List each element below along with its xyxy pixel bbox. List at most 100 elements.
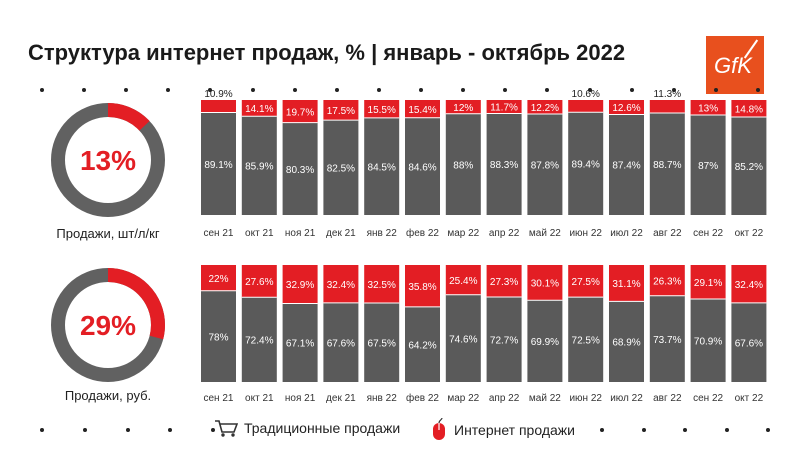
bar-label-internet: 13% — [698, 103, 718, 114]
dot-divider-top — [40, 88, 760, 92]
bar-label-internet: 12% — [453, 103, 473, 114]
bar-label-internet: 10.9% — [204, 89, 232, 100]
bar-label-internet: 32.9% — [286, 280, 314, 291]
x-tick-label: мар 22 — [447, 228, 479, 239]
bar-label-traditional: 67.6% — [735, 338, 763, 349]
bar-label-traditional: 87% — [698, 161, 718, 172]
x-tick-label: янв 22 — [367, 228, 398, 239]
bar-label-traditional: 89.1% — [204, 160, 232, 171]
bar-traditional — [201, 112, 236, 215]
x-tick-label: июл 22 — [610, 393, 643, 404]
x-tick-label: сен 22 — [693, 228, 723, 239]
bar-traditional — [282, 303, 318, 382]
divider-dot — [756, 88, 760, 92]
bar-label-traditional: 67.6% — [327, 338, 355, 349]
bar-label-internet: 30.1% — [531, 279, 559, 290]
bar-label-traditional: 67.5% — [368, 339, 396, 350]
bar-internet — [282, 265, 318, 304]
bar-traditional — [201, 290, 236, 382]
legend-internet: Интернет продажи — [430, 418, 575, 442]
bar-label-traditional: 85.9% — [245, 162, 273, 173]
bar-label-traditional: 87.4% — [612, 161, 640, 172]
bar-traditional — [323, 302, 359, 382]
x-tick-label: сен 21 — [204, 228, 234, 239]
bar-traditional — [241, 297, 277, 382]
bar-traditional — [568, 112, 604, 215]
x-tick-label: сен 21 — [204, 393, 234, 404]
bar-label-traditional: 69.9% — [531, 337, 559, 348]
dot-divider-bottom-right — [600, 428, 770, 432]
divider-dot — [419, 88, 424, 92]
x-tick-label: апр 22 — [489, 228, 520, 239]
bar-traditional — [731, 117, 767, 215]
divider-dot — [600, 428, 604, 432]
bar-label-internet: 10.6% — [572, 89, 600, 100]
x-tick-label: фев 22 — [406, 392, 439, 404]
bar-internet — [241, 265, 277, 298]
divider-dot — [40, 428, 44, 432]
x-tick-label: авг 22 — [653, 228, 682, 239]
x-tick-label: мар 22 — [447, 393, 479, 404]
x-tick-label: сен 22 — [693, 393, 723, 404]
bar-internet — [649, 100, 685, 113]
divider-dot — [250, 88, 255, 92]
page-title: Структура интернет продаж, % | январь - … — [28, 40, 626, 65]
divider-dot — [671, 88, 676, 92]
bar-label-traditional: 64.2% — [408, 340, 436, 351]
x-tick-label: окт 22 — [735, 228, 764, 239]
x-tick-label: май 22 — [529, 393, 561, 404]
bar-internet — [445, 100, 481, 114]
bar-label-internet: 27.3% — [490, 277, 518, 288]
bar-internet — [364, 265, 400, 304]
bar-traditional — [609, 301, 644, 382]
x-tick-label: ноя 21 — [285, 228, 316, 239]
divider-dot — [641, 428, 646, 432]
bar-label-traditional: 78% — [208, 332, 228, 343]
donut-ring-internet-share — [51, 103, 165, 217]
bar-label-internet: 22% — [208, 274, 228, 285]
bar-traditional — [323, 120, 359, 215]
bar-label-internet: 29.1% — [694, 278, 722, 289]
bar-label-internet: 12.2% — [531, 103, 559, 114]
legend-internet-label: Интернет продажи — [454, 422, 575, 438]
chart-title: Продажи, шт/л/кг — [56, 226, 159, 241]
bar-label-internet: 31.1% — [612, 279, 640, 290]
bar-traditional — [731, 302, 767, 382]
x-tick-label: июн 22 — [569, 228, 602, 239]
x-tick-label: янв 22 — [367, 393, 398, 404]
bar-traditional — [282, 122, 318, 215]
bar-internet — [568, 100, 604, 113]
bar-label-traditional: 88.7% — [653, 160, 681, 171]
bar-label-traditional: 72.7% — [490, 335, 518, 346]
bar-label-internet: 25.4% — [449, 276, 477, 287]
divider-dot — [292, 88, 297, 92]
x-tick-label: апр 22 — [489, 393, 520, 404]
bar-label-traditional: 68.9% — [612, 338, 640, 349]
x-tick-label: дек 21 — [326, 393, 356, 404]
bar-label-internet: 15.5% — [368, 105, 396, 116]
bar-internet — [405, 100, 440, 118]
bar-internet — [527, 100, 563, 115]
bar-label-traditional: 74.6% — [449, 334, 477, 345]
bar-label-internet: 11.7% — [490, 103, 518, 114]
bar-traditional — [527, 114, 563, 215]
bar-internet — [241, 100, 277, 117]
bar-label-internet: 19.7% — [286, 107, 314, 118]
bar-traditional — [649, 295, 685, 382]
gfk-logo: GfK — [706, 36, 764, 94]
bar-traditional — [568, 297, 604, 382]
bar-label-traditional: 82.5% — [327, 164, 355, 175]
bar-internet — [486, 265, 522, 297]
divider-dot — [82, 88, 87, 92]
bar-label-internet: 17.5% — [327, 106, 355, 117]
divider-dot — [587, 88, 592, 92]
chart-title: Продажи, руб. — [65, 388, 151, 403]
bar-internet — [609, 265, 644, 302]
bar-label-internet: 27.6% — [245, 277, 273, 288]
bar-label-traditional: 72.5% — [572, 336, 600, 347]
bar-internet — [201, 100, 236, 113]
bar-label-traditional: 72.4% — [245, 336, 273, 347]
x-tick-label: окт 22 — [735, 393, 764, 404]
bar-label-traditional: 73.7% — [653, 335, 681, 346]
x-tick-label: ноя 21 — [285, 393, 316, 404]
